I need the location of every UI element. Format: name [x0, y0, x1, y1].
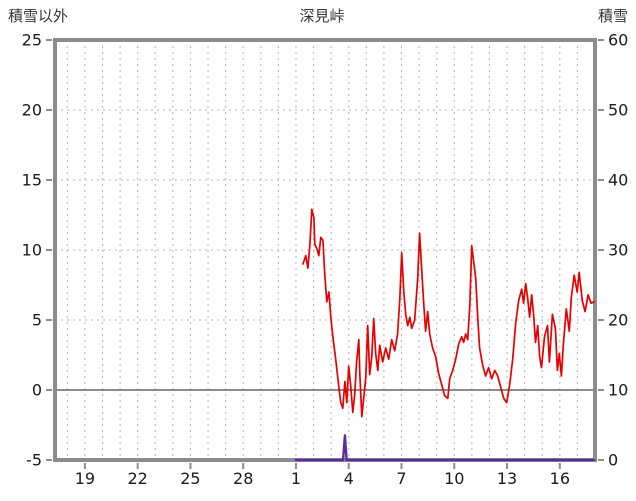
- right-axis-tick-label: 40: [608, 171, 628, 190]
- x-axis-tick-label: 10: [444, 469, 464, 488]
- left-axis-title: 積雪以外: [8, 7, 68, 25]
- x-axis-tick-label: 19: [75, 469, 95, 488]
- right-axis-tick-label: 20: [608, 311, 628, 330]
- left-axis-tick-label: 10: [22, 241, 42, 260]
- left-axis-tick-label: 25: [22, 31, 42, 50]
- x-axis-tick-label: 22: [127, 469, 147, 488]
- series-non-snow-value-red: [302, 208, 595, 418]
- left-axis-tick-label: 0: [32, 381, 42, 400]
- right-axis-tick-label: 50: [608, 101, 628, 120]
- x-axis-tick-label: 7: [396, 469, 406, 488]
- chart-title: 深見峠: [299, 7, 344, 25]
- right-axis-title: 積雪: [598, 7, 628, 25]
- right-axis-tick-label: 30: [608, 241, 628, 260]
- x-axis-tick-label: 25: [180, 469, 200, 488]
- left-axis-tick-label: 20: [22, 101, 42, 120]
- left-axis-tick-label: -5: [26, 451, 42, 470]
- tick-marks: [46, 39, 604, 469]
- series-snow-depth-purple: [294, 434, 596, 462]
- x-axis-tick-label: 1: [291, 469, 301, 488]
- x-axis-tick-labels: 19 22 25 28 1 4 7 10 13 16: [75, 469, 570, 488]
- right-axis-tick-label: 10: [608, 381, 628, 400]
- left-axis-tick-label: 15: [22, 171, 42, 190]
- left-axis-tick-label: 5: [32, 311, 42, 330]
- x-axis-tick-label: 28: [233, 469, 253, 488]
- x-axis-tick-label: 16: [550, 469, 570, 488]
- x-axis-tick-label: 13: [497, 469, 517, 488]
- left-axis-tick-labels: 25 20 15 10 5 0 -5: [22, 31, 42, 470]
- right-axis-tick-labels: 60 50 40 30 20 10 0: [608, 31, 628, 470]
- right-axis-tick-label: 60: [608, 31, 628, 50]
- x-axis-tick-label: 4: [344, 469, 354, 488]
- horizontal-gridlines: [55, 109, 595, 321]
- right-axis-tick-label: 0: [608, 451, 618, 470]
